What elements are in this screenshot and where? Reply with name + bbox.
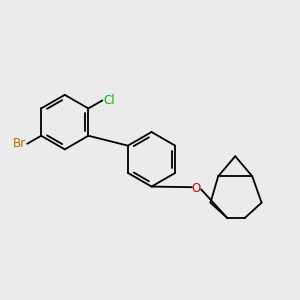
Text: O: O: [192, 182, 201, 195]
Text: Br: Br: [13, 137, 26, 150]
Text: Cl: Cl: [103, 94, 115, 107]
